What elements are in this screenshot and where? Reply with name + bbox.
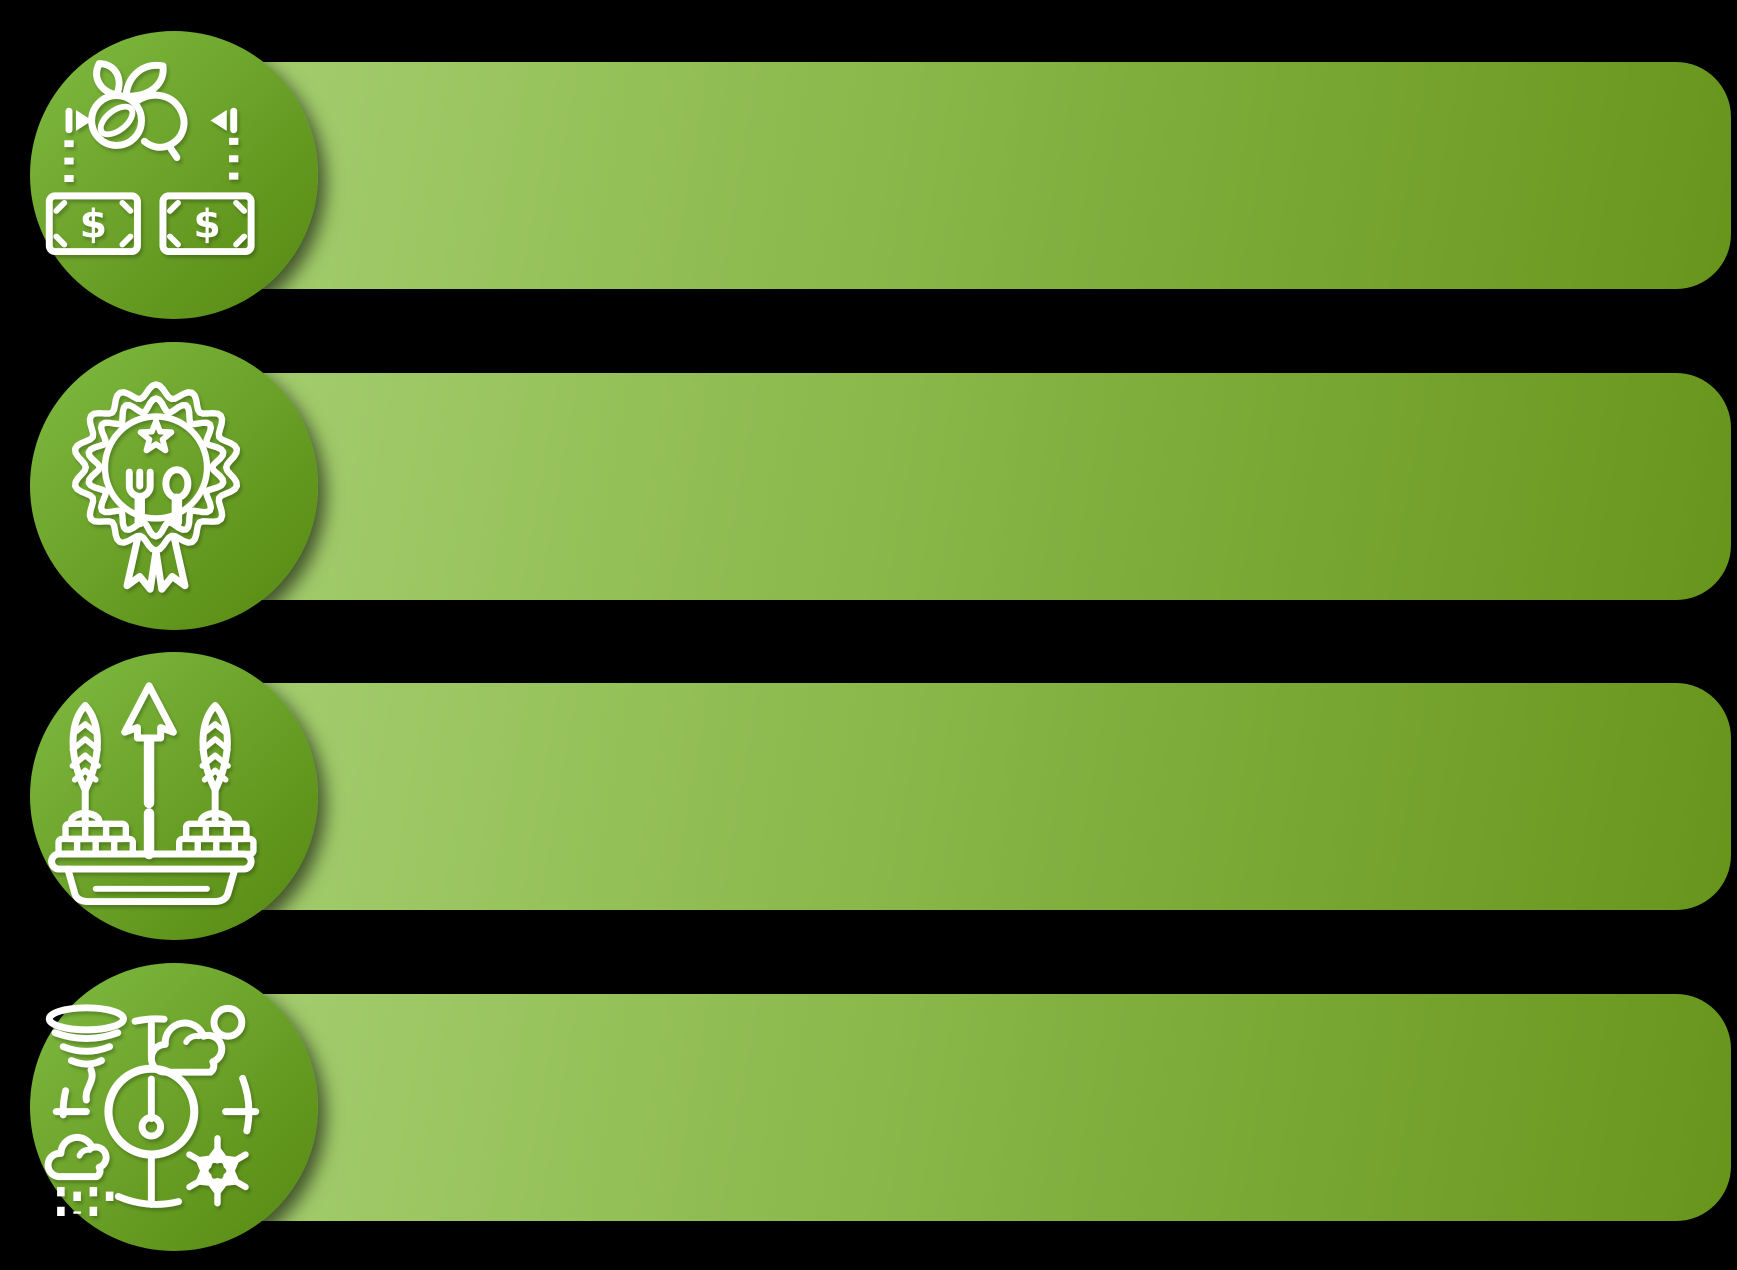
banner-bar-3 [172,683,1731,910]
dollar-sign: $ [80,202,107,248]
row-price: $ $ [0,31,1737,320]
weather-conditions-icon [44,1004,260,1219]
dollar-sign: $ [193,202,220,248]
icon-badge-2 [30,342,318,630]
icon-badge-3 [30,652,318,940]
icon-badge-1: $ $ [30,31,318,319]
banner-bar-1 [172,62,1731,289]
bean-price-money-icon: $ $ [45,60,255,256]
food-quality-award-icon [71,381,241,593]
icon-badge-4 [30,963,318,1251]
banner-bar-2 [172,373,1731,600]
row-weather [0,963,1737,1252]
row-quality [0,342,1737,631]
row-growth [0,652,1737,941]
plant-coin-growth-icon [48,682,257,906]
banner-bar-4 [172,994,1731,1221]
